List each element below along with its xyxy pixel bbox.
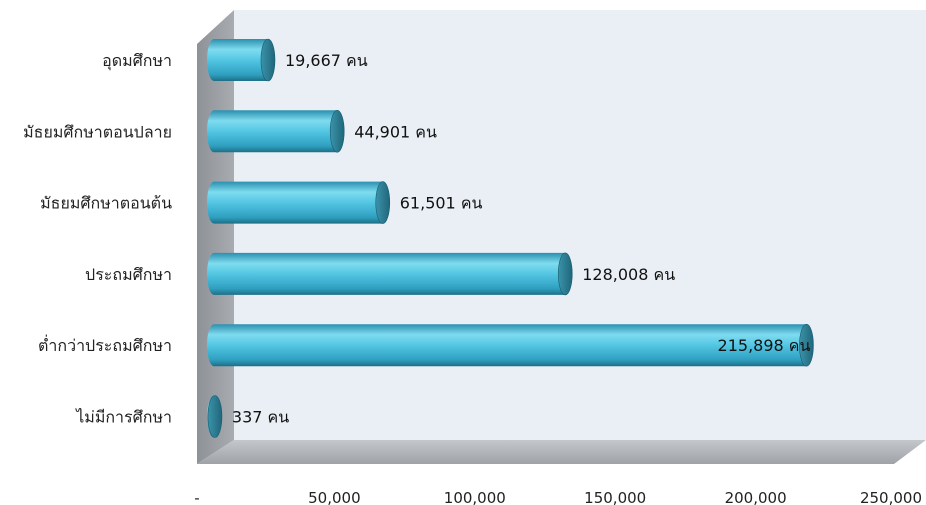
bar-body (207, 252, 573, 295)
category-label: ไม่มีการศึกษา (74, 408, 172, 427)
x-axis-ticks: - 50,000 100,000 150,000 200,000 250,000 (194, 489, 922, 505)
data-label: 337 คน (232, 408, 289, 427)
category-label: มัธยมศึกษาตอนปลาย (23, 122, 172, 141)
bar (207, 110, 345, 153)
bars-layer (207, 38, 814, 438)
data-label: 61,501 คน (400, 194, 483, 213)
x-tick-label: - (194, 489, 199, 505)
floor (197, 440, 926, 464)
data-labels: 19,667 คน 44,901 คน 61,501 คน 128,008 คน 215… (232, 51, 811, 427)
bar-body (207, 181, 390, 224)
bar-end-cap (375, 181, 391, 224)
data-label: 215,898 คน (718, 336, 811, 355)
category-label: อุดมศึกษา (102, 51, 172, 71)
category-label: ต่ำกว่าประถมศึกษา (38, 334, 172, 355)
bar-end-cap (557, 252, 573, 296)
bar-body (207, 39, 275, 81)
x-tick-label: 50,000 (308, 489, 361, 505)
data-label: 44,901 คน (354, 122, 437, 141)
bar (207, 323, 814, 367)
x-tick-label: 200,000 (725, 489, 787, 505)
bar (207, 252, 573, 296)
bar-end-cap (260, 38, 276, 82)
x-tick-label: 150,000 (584, 489, 646, 505)
category-labels: อุดมศึกษามัธยมศึกษาตอนปลายมัธยมศึกษาตอนต… (23, 51, 172, 427)
bar-end-cap (207, 395, 223, 438)
bar-body (207, 110, 345, 153)
data-label: 19,667 คน (285, 51, 368, 70)
bar (207, 395, 223, 438)
bar-body (207, 324, 814, 367)
back-wall (234, 10, 926, 440)
category-label: ประถมศึกษา (85, 265, 172, 284)
bar-end-cap (329, 110, 345, 153)
category-label: มัธยมศึกษาตอนต้น (40, 194, 172, 213)
x-tick-label: 100,000 (444, 489, 506, 505)
bar (207, 38, 276, 82)
x-tick-label: 250,000 (860, 489, 922, 505)
bar (207, 181, 391, 224)
data-label: 128,008 คน (582, 265, 675, 284)
bar-end-cap (799, 323, 814, 367)
